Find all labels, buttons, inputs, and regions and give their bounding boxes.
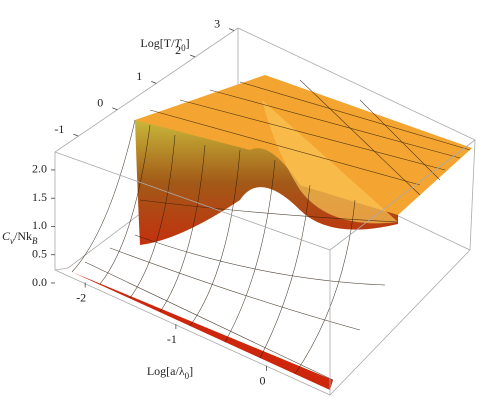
x-axis-label-sub: 0 — [185, 371, 190, 381]
z-axis-label-part: /Nk — [14, 229, 32, 243]
z-axis-label: Cv/NkB — [2, 229, 38, 246]
bounding-box-front — [54, 139, 476, 396]
y-axis-label-part: T — [174, 36, 182, 50]
tick-mark — [73, 133, 79, 137]
tick-label: 1 — [136, 69, 142, 83]
tick-label: -1 — [54, 122, 64, 136]
tick-label: -2 — [76, 290, 86, 304]
tick-label: 2 — [175, 43, 181, 57]
tick-label: 0.5 — [32, 246, 47, 260]
tick-label: -1 — [167, 332, 177, 346]
tick-label: 0 — [97, 96, 103, 110]
tick-mark — [151, 81, 157, 84]
x-axis-label: Log[a/λ0] — [147, 364, 193, 381]
y-axis-label-part: Log[T/ — [140, 36, 175, 50]
y-axis-label: Log[T/T0] — [140, 36, 189, 53]
z-axis-label-sub: v — [10, 236, 14, 246]
x-axis-label-part: ] — [189, 364, 193, 378]
tick-label: 3 — [214, 16, 220, 30]
z-axis-label-sub: B — [32, 236, 38, 246]
tick-label: 1.0 — [32, 218, 47, 232]
tick-mark — [190, 54, 196, 58]
tick-label: 0 — [260, 374, 266, 388]
tick-label: 1.5 — [32, 190, 47, 204]
y-axis-label-sub: 0 — [181, 43, 186, 53]
surface — [71, 75, 472, 390]
tick-label: 0.0 — [32, 275, 47, 289]
y-axis-label-part: ] — [186, 36, 190, 50]
x-axis-label-part: Log[a/λ — [147, 364, 185, 378]
tick-mark — [112, 107, 118, 111]
z-axis-label-part: C — [2, 229, 11, 243]
tick-label: 2.0 — [32, 162, 47, 176]
tick-mark — [228, 28, 235, 32]
